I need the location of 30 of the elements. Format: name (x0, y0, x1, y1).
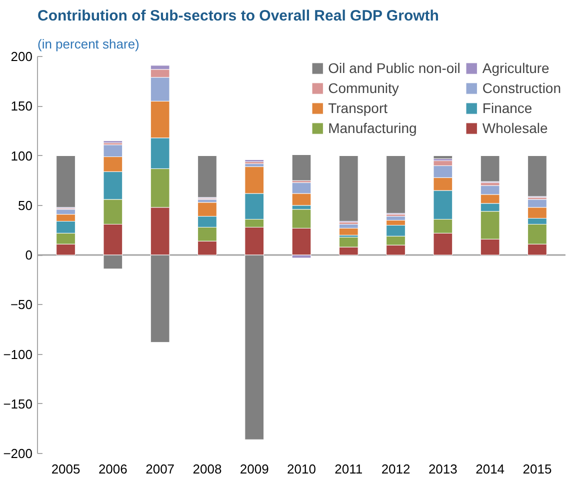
y-tick-label: 100 (10, 148, 33, 164)
legend-label: Construction (482, 80, 561, 96)
x-tick-label: 2011 (334, 462, 363, 476)
x-tick-label: 2014 (476, 462, 505, 476)
chart-title: Contribution of Sub-sectors to Overall Real GDP Growth (38, 8, 439, 24)
legend-label: Finance (482, 100, 532, 116)
y-tick-label: 200 (10, 49, 33, 64)
y-tick-label: −100 (3, 346, 33, 362)
y-tick-label: 150 (10, 98, 33, 114)
x-tick-label: 2009 (240, 462, 269, 476)
chart-subtitle: (in percent share) (38, 36, 140, 52)
x-tick-label: 2012 (381, 462, 410, 476)
legend-label: Community (328, 80, 399, 96)
x-tick-label: 2006 (98, 462, 128, 476)
x-tick-label: 2013 (428, 462, 458, 476)
y-tick-label: −150 (3, 396, 33, 412)
x-tick-label: 2007 (146, 462, 175, 476)
legend-label: Manufacturing (328, 120, 417, 136)
x-tick-label: 2005 (51, 462, 80, 476)
legend-label: Transport (328, 100, 388, 116)
y-tick-label: −50 (10, 297, 33, 312)
legend-label: Agriculture (482, 60, 550, 76)
x-tick-label: 2008 (192, 462, 222, 476)
legend-label: Oil and Public non-oil (328, 60, 460, 76)
x-tick-label: 2010 (287, 462, 316, 476)
x-tick-label: 2015 (522, 462, 552, 476)
y-tick-label: 0 (25, 248, 33, 262)
y-tick-label: 50 (18, 198, 33, 213)
legend-label: Wholesale (482, 120, 548, 136)
y-tick-label: −200 (3, 446, 33, 461)
